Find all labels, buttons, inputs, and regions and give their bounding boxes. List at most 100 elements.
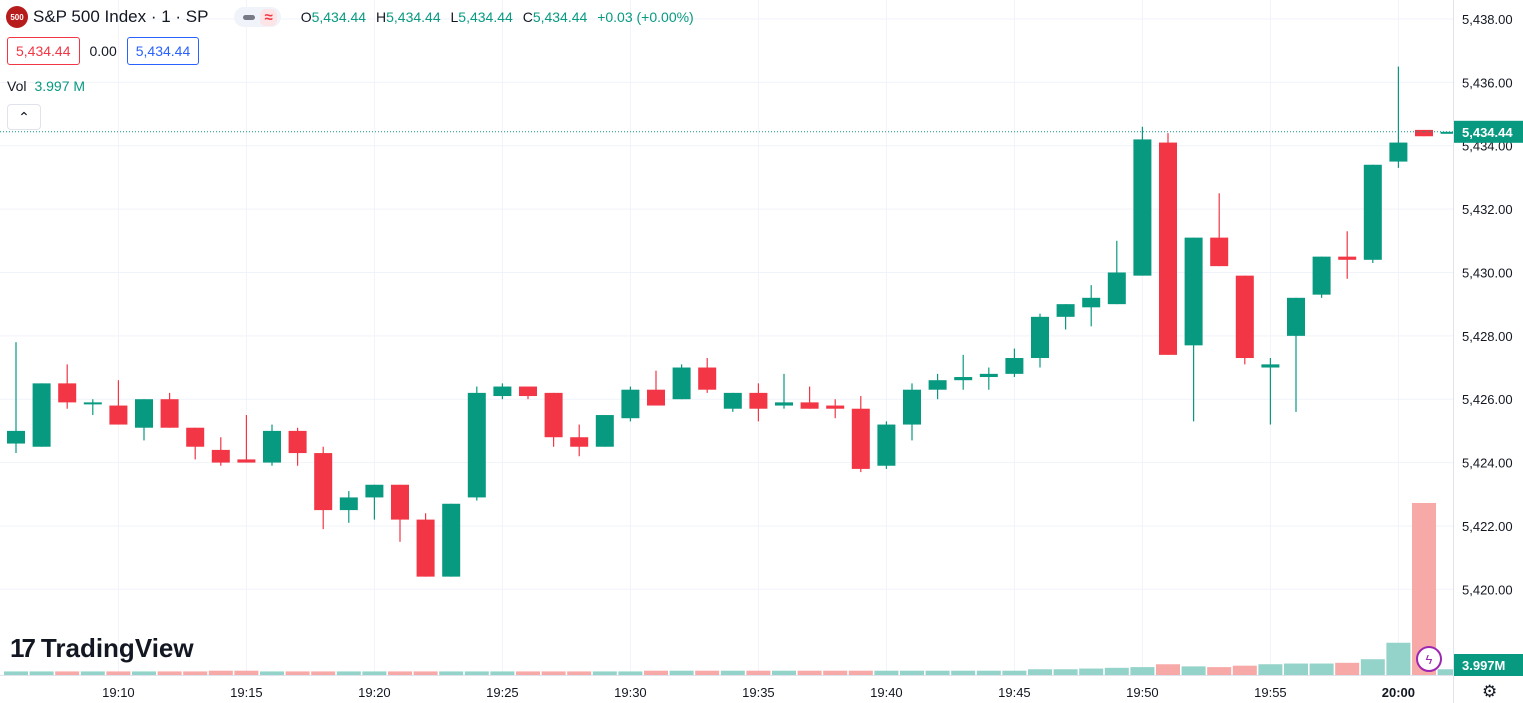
indicator-toggle[interactable]: ≈	[234, 7, 281, 27]
x-tick-label: 19:15	[230, 685, 263, 700]
volume-bar	[618, 671, 643, 675]
volume-bar	[336, 671, 361, 675]
settings-icon[interactable]: ⚙	[1482, 682, 1498, 701]
candle-body	[698, 367, 717, 390]
volume-bar	[951, 670, 976, 675]
candle-body	[1107, 272, 1126, 305]
volume-bar	[1079, 668, 1104, 675]
candle-body	[1389, 142, 1408, 162]
volume-bar	[80, 671, 105, 675]
lightning-icon[interactable]: ϟ	[1416, 646, 1442, 672]
candle-body	[877, 424, 896, 466]
candle-body	[621, 389, 640, 419]
candle-body	[954, 377, 973, 381]
x-tick-label: 19:30	[614, 685, 647, 700]
x-tick-label: 19:45	[998, 685, 1031, 700]
x-tick-label: 19:55	[1254, 685, 1287, 700]
volume-bar	[1309, 663, 1334, 675]
volume-bar	[644, 670, 668, 675]
candle-body	[109, 405, 128, 425]
volume-bar	[541, 671, 566, 675]
candle-body	[903, 389, 921, 425]
close-value: 5,434.44	[532, 9, 588, 25]
low-value: 5,434.44	[458, 9, 513, 25]
volume-bar	[746, 670, 771, 675]
high-value: 5,434.44	[386, 9, 441, 25]
volume-bar	[1437, 669, 1462, 675]
volume-bar	[1156, 664, 1180, 675]
volume-bar	[439, 671, 464, 675]
candle-body	[570, 437, 589, 447]
volume-bar	[362, 671, 387, 675]
chart-grid	[0, 0, 1453, 675]
collapse-legend-button[interactable]: ⌃	[7, 104, 41, 130]
volume-bar	[592, 671, 617, 675]
volume-bar	[1207, 667, 1232, 675]
candle-body	[58, 383, 77, 403]
buy-button[interactable]: 5,434.44	[126, 37, 200, 65]
volume-bar	[720, 670, 745, 675]
candle-body	[1159, 142, 1177, 355]
tradingview-logo[interactable]: 17 TradingView	[10, 633, 194, 664]
last-volume-label: 3.997M	[1462, 658, 1505, 673]
candle-body	[32, 383, 51, 447]
volume-bar	[55, 671, 80, 675]
candle-body	[1056, 304, 1075, 317]
symbol-logo[interactable]: 500	[6, 6, 28, 28]
volume-bar	[772, 670, 796, 675]
volume-bar	[311, 671, 336, 675]
candle-body	[1363, 164, 1382, 260]
volume-bar	[874, 670, 899, 675]
candle-body	[493, 386, 512, 397]
candle-body	[928, 380, 947, 390]
candlesticks	[7, 66, 1459, 577]
volume-bar	[669, 670, 694, 675]
volume-bar	[29, 671, 54, 675]
y-tick-label: 5,432.00	[1462, 202, 1513, 217]
volume-bar	[1284, 663, 1308, 675]
candle-body	[1415, 129, 1433, 137]
x-tick-label: 19:10	[102, 685, 135, 700]
volume-bar	[490, 671, 515, 675]
open-value: 5,434.44	[311, 9, 367, 25]
candle-body	[1133, 139, 1152, 276]
x-tick-label: 19:50	[1126, 685, 1159, 700]
candle-body	[1261, 364, 1280, 368]
chevron-up-icon: ⌃	[18, 108, 30, 125]
last-price-badge	[1454, 120, 1523, 143]
volume-bar	[925, 670, 950, 675]
candle-body	[391, 484, 409, 520]
candle-body	[749, 392, 768, 409]
candle-body	[595, 415, 614, 447]
candle-body	[1287, 297, 1305, 336]
minus-icon	[243, 14, 256, 20]
volume-bar	[1028, 669, 1052, 675]
volume-bar	[132, 671, 156, 675]
change-value: +0.03 (+0.00%)	[597, 9, 694, 25]
volume-bar	[1002, 670, 1027, 675]
candle-body	[826, 405, 845, 409]
sell-button[interactable]: 5,434.44	[7, 37, 80, 65]
candle-body	[442, 503, 461, 577]
candle-body	[1184, 237, 1203, 346]
volume-bar	[1258, 664, 1283, 675]
candle-body	[979, 373, 998, 378]
volume-bar	[848, 670, 873, 675]
tradingview-icon: 17	[10, 633, 36, 663]
candle-body	[1082, 297, 1101, 308]
volume-bar	[1104, 667, 1129, 675]
ohlc-values: O5,434.44 H5,434.44 L5,434.44 C5,434.44 …	[300, 9, 694, 25]
volume-bar	[516, 671, 540, 675]
brand-name: TradingView	[40, 633, 194, 663]
volume-bar	[157, 671, 182, 675]
candle-body	[723, 392, 742, 409]
volume-bar	[1053, 669, 1078, 675]
volume-bar	[695, 670, 720, 675]
candle-body	[211, 449, 230, 463]
candle-body	[135, 399, 153, 428]
y-tick-label: 5,436.00	[1462, 75, 1513, 90]
candle-body	[263, 430, 281, 463]
symbol-title[interactable]: S&P 500 Index · 1 · SP	[33, 7, 209, 26]
